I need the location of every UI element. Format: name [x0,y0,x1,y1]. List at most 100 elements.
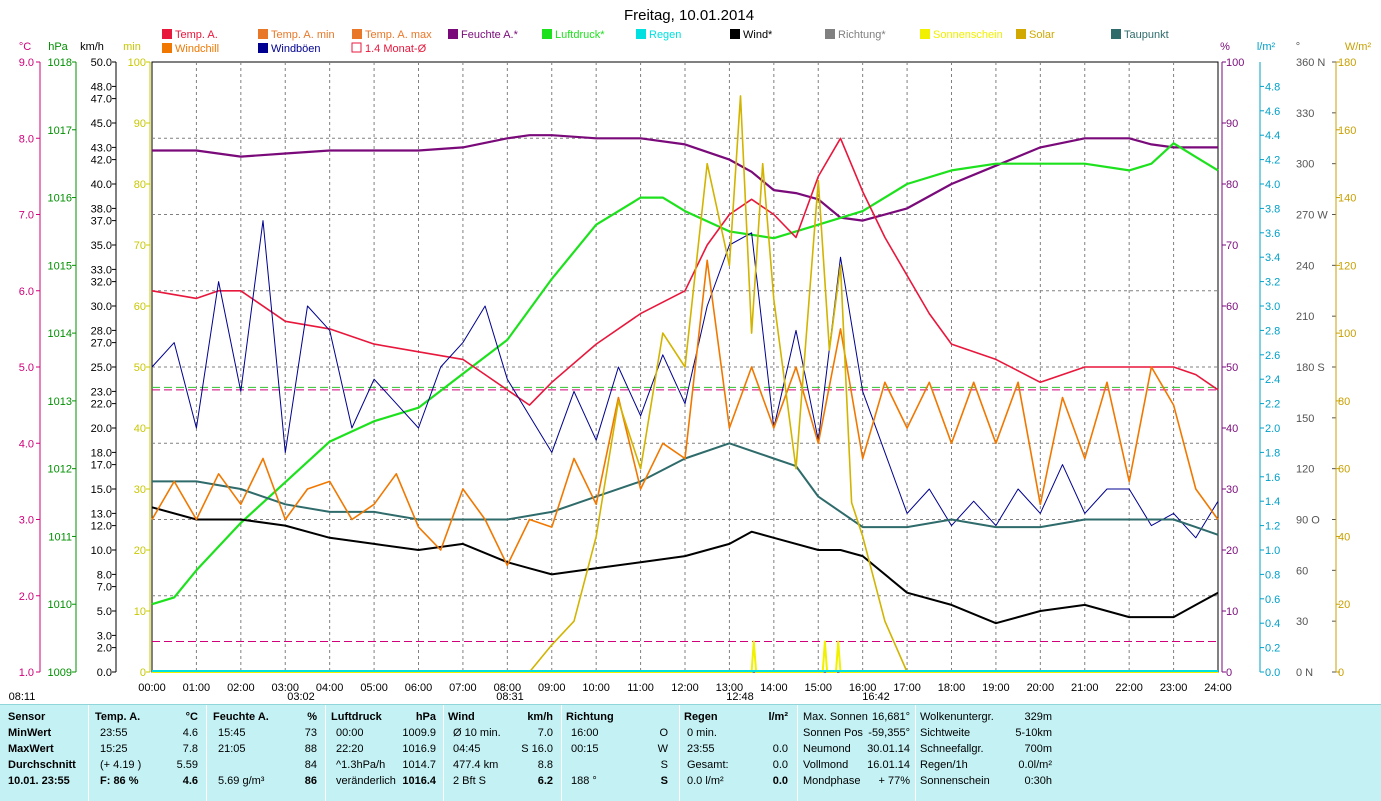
weather-value: 0:30h [1024,775,1052,787]
x-tick-label: 23:00 [1160,682,1188,694]
time-markers: 08:11 03:02 08:31 12:48 16:42 [9,691,890,703]
wind_kmh-tick-label: 13.0 [91,508,112,520]
pressure_hpa-tick-label: 1010 [48,599,72,611]
weather-value: 700m [1024,743,1052,755]
stats-pressure-time: 00:00 [336,727,364,739]
stats-rain-label: 23:55 [687,743,715,755]
wind_kmh-tick-label: 10.0 [91,545,112,557]
stats-direction-value: O [659,727,668,739]
legend-label: Solar [1029,29,1055,41]
stats-pressure-value: 1014.7 [402,759,436,771]
x-tick-label: 10:00 [582,682,610,694]
x-tick-label: 22:00 [1115,682,1143,694]
humidity_pct-tick-label: 100 [1226,57,1244,69]
stats-wind-value: S 16.0 [521,743,553,755]
legend-swatch [352,29,362,39]
stats-header-pressure: Luftdruck [331,711,382,723]
temp_c-tick-label: 7.0 [19,210,34,222]
x-tick-label: 00:00 [138,682,166,694]
solar_wm2-tick-label: 20 [1338,599,1350,611]
stats-header-humidity: Feuchte A. [213,711,269,723]
humidity_pct-tick-label: 20 [1226,545,1238,557]
series-line [151,142,1219,606]
astro-key: Vollmond [803,759,849,771]
legend-label: Feuchte A.* [461,29,519,41]
humidity_pct-tick-label: 0 [1226,667,1232,679]
panel-separator [679,705,680,801]
sun_min-tick-label: 60 [134,301,146,313]
x-tick-label: 13:00 [716,682,744,694]
stats-pressure-time: ^1.3hPa/h [336,759,386,771]
direction_deg-tick-label: 180 S [1296,362,1325,374]
stats-pressure-value: 1016.9 [402,743,436,755]
stats-rain-value: 0.0 [772,775,788,787]
x-tick-label: 03:00 [271,682,299,694]
rain_lm2-tick-label: 1.8 [1265,447,1280,459]
legend-swatch [1111,29,1121,39]
rain_lm2-tick-label: 2.6 [1265,350,1280,362]
stats-header-rain: Regen [684,711,718,723]
rain_lm2-tick-label: 2.2 [1265,399,1280,411]
time-marker-sunrise: 08:11 [9,691,36,703]
wind_kmh-tick-label: 43.0 [91,142,112,154]
stats-rain-value: 0.0 [772,743,788,755]
wind_kmh-tick-label: 23.0 [91,386,112,398]
stats-rain-label: 0 min. [687,727,717,739]
legend-swatch [258,43,268,53]
legend-swatch [1016,29,1026,39]
solar_wm2-tick-label: 60 [1338,464,1350,476]
x-tick-label: 17:00 [893,682,921,694]
stats-rain-label: Gesamt: [687,759,729,771]
series-line [151,220,1219,539]
stats-humidity-time: 15:45 [218,727,246,739]
solar_wm2-tick-label: 120 [1338,260,1356,272]
panel-separator [797,705,798,801]
humidity_pct-tick-label: 40 [1226,423,1238,435]
wind_kmh-tick-label: 3.0 [97,630,112,642]
sun_min-tick-label: 90 [134,118,146,130]
stats-temp-value: 5.59 [176,759,198,771]
panel-separator [88,705,89,801]
x-tick-label: 15:00 [804,682,832,694]
wind_kmh-tick-label: 18.0 [91,447,112,459]
weather-key: Schneefallgr. [920,743,984,755]
rain-unit-label: l/m² [1257,41,1276,53]
wind_kmh-tick-label: 32.0 [91,277,112,289]
rain_lm2-tick-label: 4.8 [1265,81,1280,93]
series-line [151,137,1219,406]
rain_lm2-tick-label: 3.4 [1265,252,1280,264]
stats-direction-time: 188 ° [571,775,597,787]
x-tick-label: 21:00 [1071,682,1099,694]
x-tick-label: 19:00 [982,682,1010,694]
x-tick-label: 16:00 [849,682,877,694]
humidity_pct-tick-label: 80 [1226,179,1238,191]
wind_kmh-tick-label: 33.0 [91,264,112,276]
rain_lm2-tick-label: 4.2 [1265,155,1280,167]
series-line [152,442,1219,536]
legend-label: Temp. A. min [271,29,335,41]
time-marker-time2: 08:31 [496,691,524,703]
rain_lm2-tick-label: 0.4 [1265,618,1280,630]
rain_lm2-tick-label: 3.6 [1265,228,1280,240]
stats-wind-label: Ø 10 min. [453,727,501,739]
legend-label: Regen [649,29,681,41]
direction_deg-tick-label: 210 [1296,311,1314,323]
wind_kmh-tick-label: 22.0 [91,399,112,411]
solar_wm2-tick-label: 140 [1338,193,1356,205]
wind_kmh-tick-label: 8.0 [97,569,112,581]
weather-key: Regen/1h [920,759,968,771]
stats-temp-value: 4.6 [182,727,198,739]
temp_c-tick-label: 1.0 [19,667,34,679]
stats-header-pressure-unit: hPa [415,711,436,723]
x-tick-label: 09:00 [538,682,566,694]
x-tick-label: 20:00 [1027,682,1055,694]
legend-swatch [636,29,646,39]
pressure_hpa-tick-label: 1014 [48,328,72,340]
stats-pressure-time: veränderlich [336,775,396,787]
pressure_hpa-tick-label: 1016 [48,193,72,205]
stats-temp-value: 4.6 [182,775,198,787]
legend-swatch [730,29,740,39]
direction_deg-tick-label: 300 [1296,159,1314,171]
stats-pressure-value: 1016.4 [402,775,436,787]
temp-unit-label: °C [19,41,31,53]
